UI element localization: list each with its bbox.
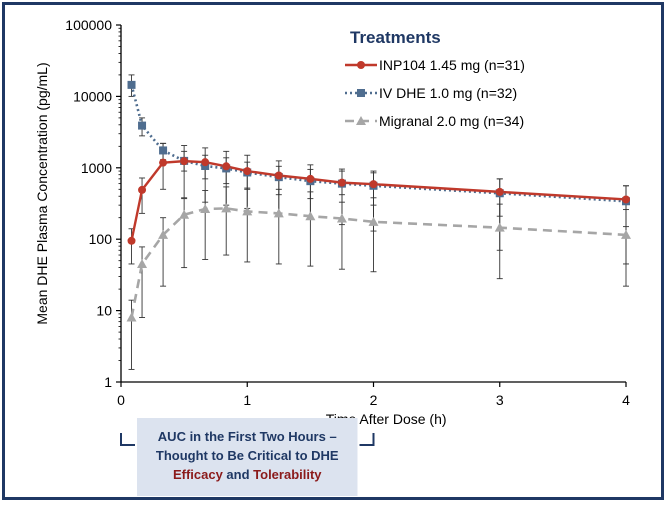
data-markers [126,80,631,322]
series-line-0 [130,159,627,242]
data-point [621,229,631,239]
x-tick-label: 0 [117,392,125,408]
and-word: and [223,467,253,482]
bracket-right [359,433,375,446]
data-point [306,174,315,183]
data-point [494,222,505,232]
legend-label: INP104 1.45 mg (n=31) [379,57,525,73]
data-point [126,312,137,322]
data-point [138,121,147,130]
data-point [222,162,231,171]
data-point [336,213,347,223]
annotation-box [137,418,358,496]
legend-label: Migranal 2.0 mg (n=34) [379,113,524,129]
data-point [356,116,366,125]
data-point [495,187,504,196]
y-tick-label: 10000 [73,88,112,104]
data-point [180,157,189,166]
data-point [243,167,252,176]
x-tick-label: 2 [370,392,378,408]
annotation-line-2: Thought to Be Critical to DHE [156,448,339,463]
data-point [273,208,284,218]
data-point [158,229,169,239]
annotation-line-3: Efficacy and Tolerability [173,467,322,482]
series-line-2 [130,207,627,318]
data-point [201,158,210,167]
legend-title: Treatments [350,28,441,47]
data-point [179,209,190,219]
data-point [337,178,346,187]
legend-label: IV DHE 1.0 mg (n=32) [379,85,517,101]
data-point [369,180,378,189]
data-point [159,158,168,167]
data-point [368,216,379,226]
tolerability-word: Tolerability [253,467,322,482]
data-point [138,185,147,194]
legend: Treatments INP104 1.45 mg (n=31) IV DHE 1.… [345,28,525,129]
chart-frame: 1 10 100 1000 10000 100000 0 1 2 3 4 Time After Dos… [2,2,664,500]
y-axis-title: Mean DHE Plasma Concentration (pg/mL) [34,62,50,324]
data-point [274,171,283,180]
data-point [622,195,630,204]
bracket-left [120,433,135,446]
x-tick-label: 4 [622,392,630,408]
data-point [200,203,211,213]
data-point [357,61,365,69]
data-point [357,89,365,97]
x-tick-label: 3 [496,392,504,408]
y-tick-label: 100000 [65,17,112,33]
annotation-line-1: AUC in the First Two Hours – [158,429,337,444]
y-tick-label: 10 [96,303,112,319]
data-point [159,146,168,155]
auc-annotation: AUC in the First Two Hours – Thought to B… [120,418,375,496]
x-tick-label: 1 [243,392,251,408]
y-tick-label: 1 [104,374,112,390]
data-point [242,206,253,216]
data-point [221,203,232,213]
y-tick-label: 100 [89,231,113,247]
data-point [137,258,148,268]
data-point [127,80,136,89]
efficacy-word: Efficacy [173,467,224,482]
data-point [127,236,136,245]
data-point [305,211,316,221]
y-tick-label: 1000 [81,160,112,176]
